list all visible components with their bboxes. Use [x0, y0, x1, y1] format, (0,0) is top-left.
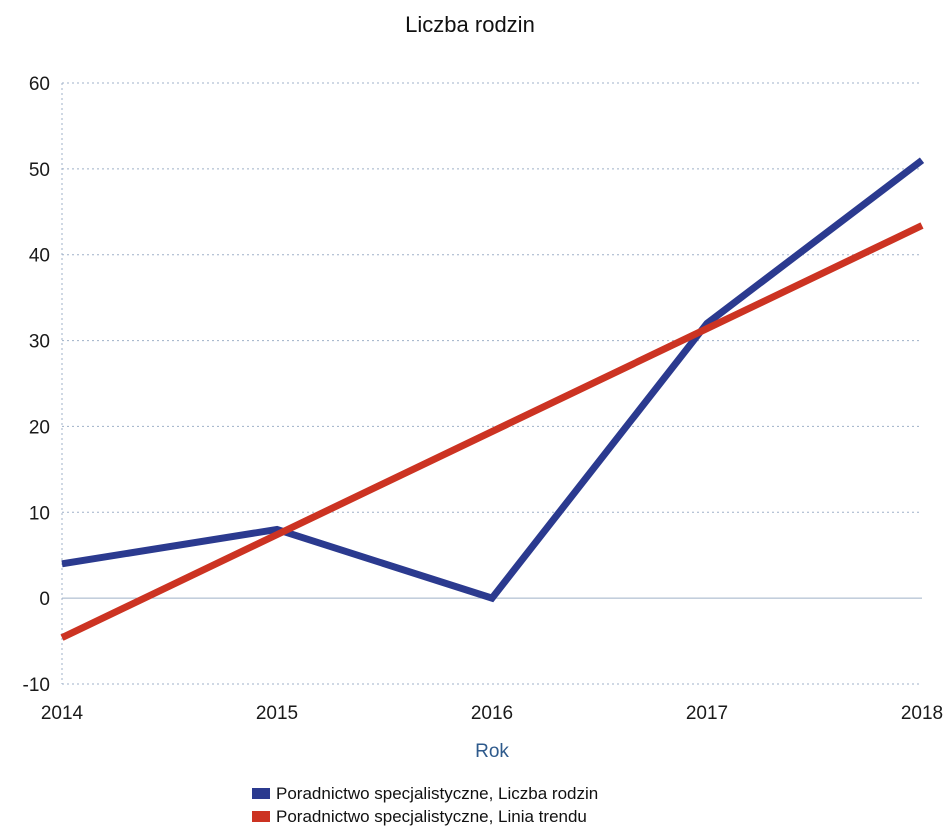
y-tick-label: 50: [29, 160, 50, 181]
x-tick-label: 2015: [256, 703, 298, 724]
y-tick-label: 40: [29, 246, 50, 267]
legend: Poradnictwo specjalistyczne, Liczba rodz…: [252, 784, 598, 826]
y-tick-label: -10: [23, 675, 50, 696]
y-axis-ticks: -10 0 10 20 30 40 50 60: [23, 74, 50, 696]
legend-label: Poradnictwo specjalistyczne, Liczba rodz…: [276, 784, 598, 803]
series-line-linia-trendu: [60, 222, 924, 641]
chart-title: Liczba rodzin: [405, 12, 535, 37]
x-tick-label: 2016: [471, 703, 513, 724]
x-axis-label: Rok: [475, 741, 509, 762]
y-tick-label: 20: [29, 417, 50, 438]
x-tick-label: 2014: [41, 703, 84, 724]
series-line-liczba-rodzin: [61, 157, 925, 603]
series-lines: [60, 157, 925, 641]
y-tick-label: 0: [39, 589, 50, 610]
legend-swatch: [252, 788, 270, 799]
x-axis-ticks: 2014 2015 2016 2017 2018: [41, 703, 943, 724]
x-tick-label: 2018: [901, 703, 943, 724]
legend-swatch: [252, 811, 270, 822]
y-tick-label: 30: [29, 332, 50, 353]
y-tick-label: 60: [29, 74, 50, 95]
legend-label: Poradnictwo specjalistyczne, Linia trend…: [276, 807, 587, 826]
y-tick-label: 10: [29, 503, 50, 524]
x-tick-label: 2017: [686, 703, 728, 724]
